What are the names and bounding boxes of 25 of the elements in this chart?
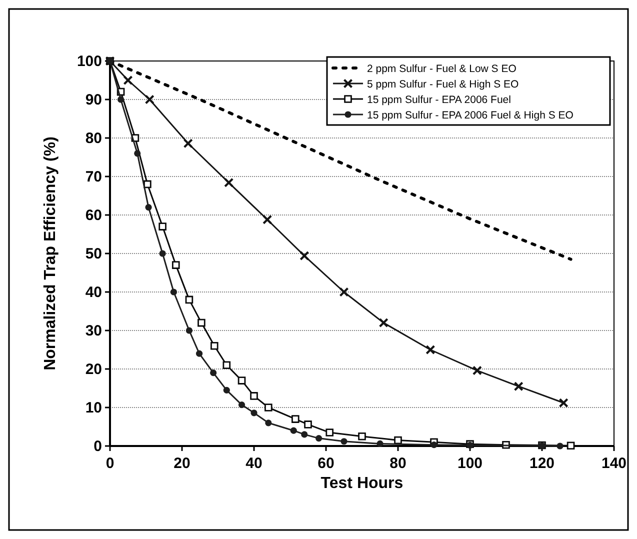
x-tick-label: 80	[390, 455, 406, 472]
x-tick-label: 40	[246, 455, 262, 472]
y-tick-label: 80	[85, 130, 102, 147]
legend-label: 15 ppm Sulfur - EPA 2006 Fuel & High S EO	[367, 110, 574, 122]
y-tick-label: 30	[85, 322, 102, 340]
legend-label: 2 ppm Sulfur - Fuel & Low S EO	[367, 63, 516, 75]
y-tick-label: 60	[85, 207, 102, 224]
y-axis-title: Normalized Trap Efficiency (%)	[42, 136, 59, 370]
x-tick-label: 140	[601, 455, 627, 472]
y-tick-label: 90	[85, 92, 102, 108]
legend-label: 15 ppm Sulfur - EPA 2006 Fuel	[367, 94, 511, 106]
x-tick-label: 120	[529, 455, 555, 472]
x-tick-label: 100	[457, 455, 483, 472]
y-tick-label: 20	[85, 361, 102, 378]
x-tick-label: 0	[106, 455, 114, 472]
x-tick-label: 60	[318, 455, 334, 472]
y-tick-label: 100	[76, 53, 102, 70]
legend-label: 5 ppm Sulfur - Fuel & High S EO	[367, 78, 519, 90]
y-tick-label: 70	[85, 168, 102, 186]
x-axis-title: Test Hours	[320, 475, 404, 492]
x-tick-label: 20	[174, 455, 190, 472]
y-tick-label: 50	[85, 246, 102, 262]
y-tick-label: 40	[85, 284, 102, 301]
y-tick-label: 10	[85, 400, 102, 416]
y-tick-label: 0	[94, 438, 102, 455]
